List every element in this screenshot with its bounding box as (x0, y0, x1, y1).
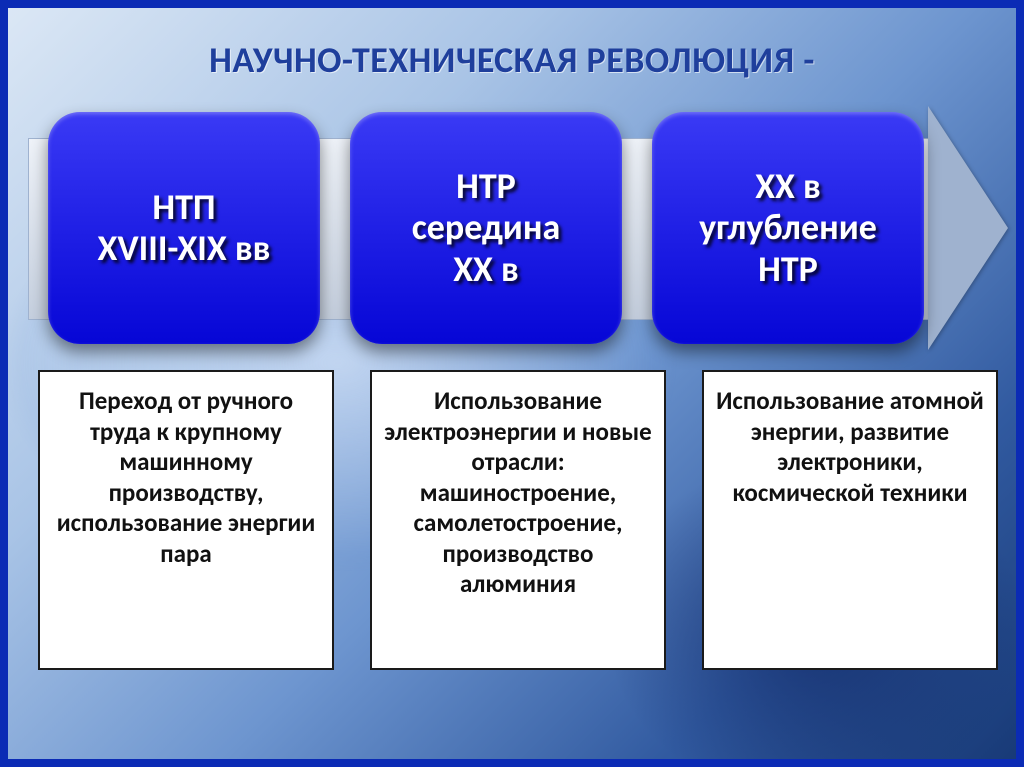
card-line: углубление (699, 207, 877, 248)
timeline-arrow: НТП XVIII-XIX вв НТР середина XX в XX в … (28, 118, 1008, 338)
arrow-head-icon (928, 106, 1008, 350)
card-line: НТП (98, 187, 271, 228)
card-line: XVIII-XIX вв (98, 228, 271, 269)
stage-description: Использование электроэнергии и новые отр… (370, 370, 666, 670)
card-line: XX в (699, 166, 877, 207)
card-line: середина (412, 207, 561, 248)
page-title: НАУЧНО-ТЕХНИЧЕСКАЯ РЕВОЛЮЦИЯ - (8, 8, 1016, 82)
description-row: Переход от ручного труда к крупному маши… (38, 370, 998, 670)
slide-frame: НАУЧНО-ТЕХНИЧЕСКАЯ РЕВОЛЮЦИЯ - НТП XVIII… (0, 0, 1024, 767)
card-text: НТР середина XX в (412, 166, 561, 290)
card-text: XX в углубление НТР (699, 166, 877, 290)
stage-card-ntr: НТР середина XX в (350, 112, 622, 344)
stage-card-xx: XX в углубление НТР (652, 112, 924, 344)
card-line: XX в (412, 249, 561, 290)
content-area: НАУЧНО-ТЕХНИЧЕСКАЯ РЕВОЛЮЦИЯ - НТП XVIII… (8, 8, 1016, 759)
card-text: НТП XVIII-XIX вв (98, 187, 271, 270)
stage-description: Использование атомной энергии, развитие … (702, 370, 998, 670)
card-line: НТР (699, 249, 877, 290)
stage-card-ntp: НТП XVIII-XIX вв (48, 112, 320, 344)
card-line: НТР (412, 166, 561, 207)
stage-description: Переход от ручного труда к крупному маши… (38, 370, 334, 670)
